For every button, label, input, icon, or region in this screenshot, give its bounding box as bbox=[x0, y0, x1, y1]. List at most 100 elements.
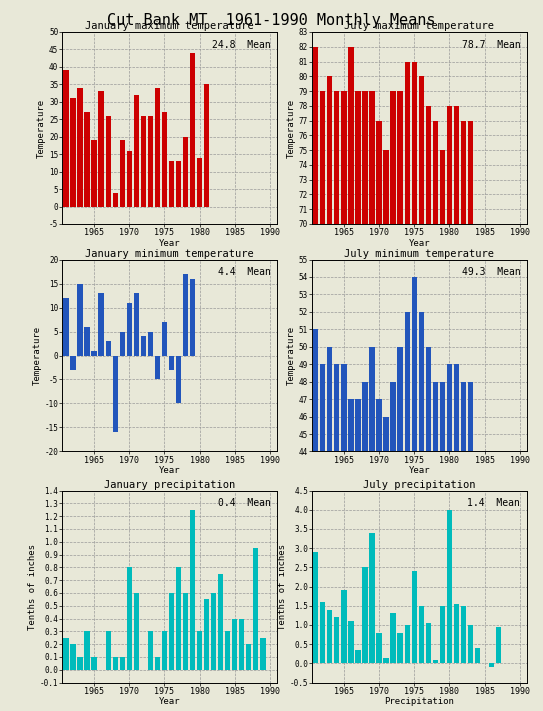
Text: 4.4  Mean: 4.4 Mean bbox=[218, 267, 270, 277]
Bar bbox=[225, 631, 230, 670]
Y-axis label: Tenths of inches: Tenths of inches bbox=[28, 544, 37, 629]
Bar bbox=[313, 552, 318, 663]
Bar bbox=[183, 593, 188, 670]
Bar bbox=[127, 567, 132, 670]
Bar bbox=[169, 593, 174, 670]
Bar bbox=[218, 574, 223, 670]
Bar bbox=[405, 625, 410, 663]
Bar bbox=[155, 356, 160, 380]
Bar bbox=[253, 548, 258, 670]
Bar bbox=[383, 658, 389, 663]
Bar bbox=[419, 76, 424, 711]
Bar bbox=[355, 650, 361, 663]
Bar bbox=[447, 364, 452, 711]
Bar bbox=[155, 657, 160, 670]
Bar bbox=[84, 112, 90, 206]
Bar bbox=[162, 112, 167, 206]
Bar bbox=[204, 85, 209, 206]
Text: 49.3  Mean: 49.3 Mean bbox=[462, 267, 520, 277]
Text: 78.7  Mean: 78.7 Mean bbox=[462, 40, 520, 50]
Y-axis label: Tenths of inches: Tenths of inches bbox=[278, 544, 287, 629]
Bar bbox=[112, 356, 118, 432]
Bar bbox=[447, 510, 452, 663]
Bar bbox=[148, 331, 153, 356]
Bar bbox=[134, 293, 139, 356]
Bar bbox=[190, 53, 195, 206]
Bar bbox=[412, 277, 417, 711]
Bar bbox=[127, 303, 132, 356]
Bar bbox=[390, 382, 396, 711]
X-axis label: Year: Year bbox=[159, 466, 180, 475]
Bar bbox=[127, 151, 132, 206]
Bar bbox=[405, 312, 410, 711]
Bar bbox=[119, 331, 125, 356]
Bar bbox=[348, 399, 353, 711]
Bar bbox=[369, 91, 375, 711]
Bar bbox=[440, 150, 445, 711]
Bar bbox=[426, 106, 431, 711]
X-axis label: Precipitation: Precipitation bbox=[384, 697, 454, 706]
Bar bbox=[334, 91, 339, 711]
Bar bbox=[419, 606, 424, 663]
Title: January minimum temperature: January minimum temperature bbox=[85, 249, 254, 259]
Bar bbox=[148, 116, 153, 206]
Y-axis label: Temperature: Temperature bbox=[287, 98, 296, 158]
Bar bbox=[419, 312, 424, 711]
Bar bbox=[383, 417, 389, 711]
Title: July maximum temperature: July maximum temperature bbox=[344, 21, 495, 31]
Bar bbox=[489, 663, 494, 667]
Bar bbox=[397, 633, 403, 663]
Bar bbox=[176, 567, 181, 670]
Y-axis label: Temperature: Temperature bbox=[287, 326, 296, 385]
Bar bbox=[348, 621, 353, 663]
Bar bbox=[98, 91, 104, 206]
Bar bbox=[197, 158, 202, 206]
Bar bbox=[84, 327, 90, 356]
Bar bbox=[454, 604, 459, 663]
Bar bbox=[112, 657, 118, 670]
Bar bbox=[334, 364, 339, 711]
Bar bbox=[78, 657, 83, 670]
Bar bbox=[362, 91, 368, 711]
Bar bbox=[327, 609, 332, 663]
Bar bbox=[475, 648, 480, 663]
Bar bbox=[84, 631, 90, 670]
Bar bbox=[355, 91, 361, 711]
Bar bbox=[383, 150, 389, 711]
Bar bbox=[376, 399, 382, 711]
Bar bbox=[362, 567, 368, 663]
Bar bbox=[78, 284, 83, 356]
Bar bbox=[461, 121, 466, 711]
Bar bbox=[98, 293, 104, 356]
Bar bbox=[468, 121, 473, 711]
Bar bbox=[183, 137, 188, 206]
Bar bbox=[341, 91, 346, 711]
Bar bbox=[341, 364, 346, 711]
Bar bbox=[169, 161, 174, 206]
Bar bbox=[390, 614, 396, 663]
Title: January maximum temperature: January maximum temperature bbox=[85, 21, 254, 31]
Bar bbox=[426, 623, 431, 663]
Bar bbox=[362, 382, 368, 711]
Bar bbox=[320, 602, 325, 663]
Bar bbox=[211, 593, 216, 670]
Title: July minimum temperature: July minimum temperature bbox=[344, 249, 495, 259]
X-axis label: Year: Year bbox=[159, 238, 180, 247]
X-axis label: Year: Year bbox=[409, 466, 430, 475]
Bar bbox=[119, 657, 125, 670]
Text: 0.4  Mean: 0.4 Mean bbox=[218, 498, 270, 508]
Bar bbox=[112, 193, 118, 206]
Bar bbox=[334, 617, 339, 663]
Bar bbox=[405, 62, 410, 711]
Bar bbox=[78, 88, 83, 206]
Bar bbox=[204, 599, 209, 670]
Bar bbox=[91, 140, 97, 206]
Bar bbox=[176, 161, 181, 206]
Text: 1.4  Mean: 1.4 Mean bbox=[468, 498, 520, 508]
Bar bbox=[433, 121, 438, 711]
Text: Cut Bank MT  1961-1990 Monthly Means: Cut Bank MT 1961-1990 Monthly Means bbox=[108, 13, 435, 28]
Bar bbox=[190, 279, 195, 356]
Bar bbox=[169, 356, 174, 370]
Bar bbox=[105, 631, 111, 670]
Bar bbox=[313, 329, 318, 711]
